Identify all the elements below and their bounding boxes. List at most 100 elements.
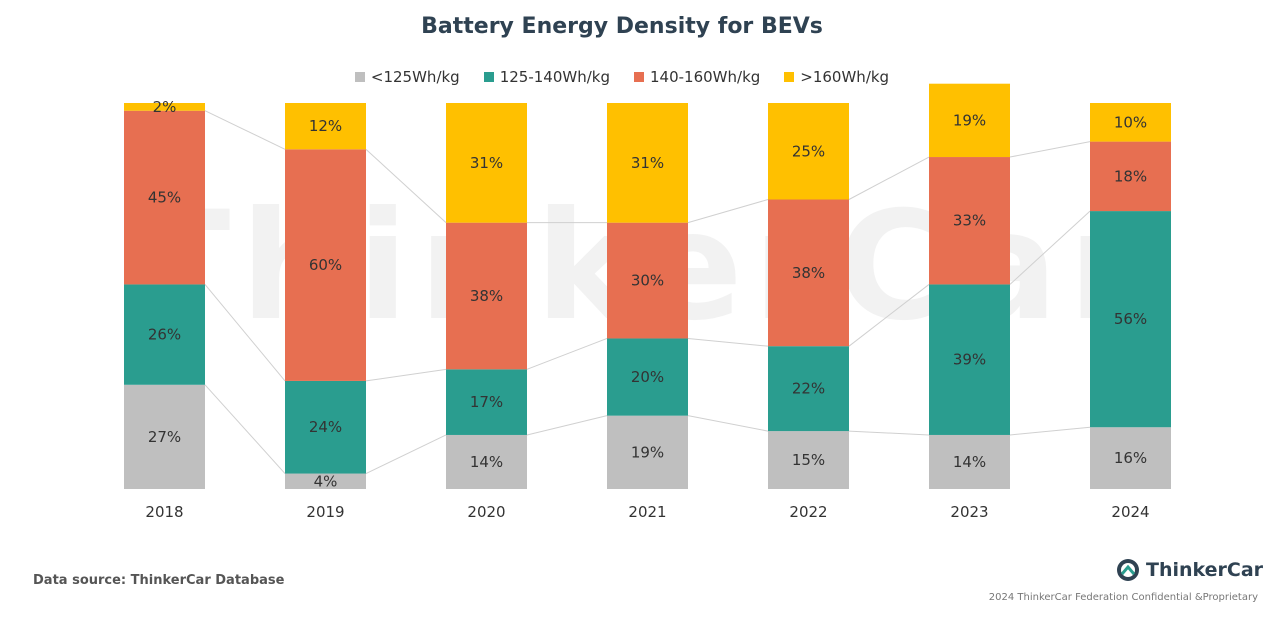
brand: ThinkerCar: [1116, 558, 1263, 582]
legend-item-140-160: 140-160Wh/kg: [634, 68, 760, 86]
data-label: 45%: [148, 189, 181, 207]
data-label: 2%: [153, 98, 177, 116]
legend-swatch-140-160: [634, 72, 644, 82]
legend-swatch-125-140: [483, 72, 494, 82]
bar-segment: [1090, 141, 1171, 212]
data-label: 12%: [309, 117, 342, 135]
bar-segment: [285, 149, 366, 381]
legend-label-140-160: 140-160Wh/kg: [650, 68, 761, 86]
data-label: 20%: [631, 368, 664, 386]
chart-title: Battery Energy Density for BEVs: [421, 14, 823, 39]
connector-line: [365, 434, 447, 475]
connector-line: [204, 384, 286, 474]
data-label: 18%: [1114, 167, 1147, 185]
bar-segment: [124, 284, 205, 385]
data-label: 27%: [148, 428, 181, 446]
bar-segment: [285, 473, 366, 489]
bar-segment: [124, 103, 205, 111]
data-label: 22%: [792, 380, 825, 398]
bar-segment: [768, 431, 849, 489]
data-label: 15%: [792, 451, 825, 469]
bar-segment: [1090, 427, 1171, 489]
data-label: 17%: [470, 393, 503, 411]
legend-item-125-140: 125-140Wh/kg: [483, 68, 610, 86]
data-label: 4%: [314, 472, 338, 490]
legend: <125Wh/kg 125-140Wh/kg 140-160Wh/kg >160…: [0, 68, 1244, 86]
data-label: 19%: [631, 443, 664, 461]
bar-segment: [607, 338, 688, 416]
bar-segment: [768, 103, 849, 200]
data-label: 19%: [953, 111, 986, 129]
connector-line: [365, 368, 447, 382]
bar-segment: [607, 222, 688, 339]
bar-segment: [124, 110, 205, 285]
legend-swatch-lt125: [354, 72, 365, 82]
connector-line: [687, 415, 769, 432]
legend-label-gt160: >160Wh/kg: [800, 68, 890, 86]
x-tick-label: 2019: [306, 503, 344, 521]
data-label: 26%: [148, 326, 181, 344]
data-label: 30%: [631, 272, 664, 290]
data-source-note: Data source: ThinkerCar Database: [33, 573, 285, 588]
bar-segment: [1090, 103, 1171, 142]
bar-segment: [929, 83, 1010, 158]
data-label: 38%: [792, 264, 825, 282]
thinkercar-logo-icon: [1117, 559, 1139, 581]
x-tick-label: 2023: [950, 503, 988, 521]
connector-line: [526, 337, 608, 370]
data-label: 31%: [470, 154, 503, 172]
data-label: 38%: [470, 287, 503, 305]
x-tick-label: 2024: [1111, 503, 1149, 521]
bar-segment: [929, 157, 1010, 285]
data-label: 60%: [309, 256, 342, 274]
bar-segment: [446, 103, 527, 223]
connector-line: [848, 430, 930, 436]
brand-name: ThinkerCar: [1146, 559, 1264, 581]
connector-line: [687, 337, 769, 347]
bar-segment: [768, 346, 849, 432]
bar-segment: [446, 369, 527, 435]
bar-segment: [285, 380, 366, 474]
x-tick-label: 2020: [467, 503, 505, 521]
connector-line: [848, 156, 930, 200]
bar-segment: [929, 284, 1010, 435]
connector-line: [1009, 141, 1091, 158]
connector-line: [204, 110, 286, 150]
data-label: 24%: [309, 418, 342, 436]
copyright-note: 2024 ThinkerCar Federation Confidential …: [988, 592, 1258, 603]
bar-segment: [607, 415, 688, 489]
x-tick-label: 2022: [789, 503, 827, 521]
bar-segment: [446, 434, 527, 489]
data-label: 25%: [792, 142, 825, 160]
legend-item-lt125: <125Wh/kg: [354, 68, 460, 86]
legend-label-125-140: 125-140Wh/kg: [499, 68, 610, 86]
data-label: 16%: [1114, 449, 1147, 467]
bar-segment: [1090, 211, 1171, 428]
data-label: 14%: [953, 453, 986, 471]
data-label: 56%: [1114, 310, 1147, 328]
data-label: 14%: [470, 453, 503, 471]
connector-line: [526, 415, 608, 436]
data-label: 31%: [631, 154, 664, 172]
x-tick-label: 2021: [628, 503, 666, 521]
connector-line: [365, 148, 447, 224]
bar-segment: [285, 103, 366, 150]
bar-segment: [607, 103, 688, 223]
bar-segment: [929, 434, 1010, 489]
connector-line: [687, 199, 769, 224]
data-label: 39%: [953, 351, 986, 369]
bar-segment: [768, 199, 849, 347]
legend-label-lt125: <125Wh/kg: [370, 68, 460, 86]
bar-segment: [446, 222, 527, 370]
connector-line: [848, 284, 930, 347]
data-label: 10%: [1114, 113, 1147, 131]
x-tick-label: 2018: [145, 503, 183, 521]
connector-line: [1009, 426, 1091, 436]
connector-line: [1009, 210, 1091, 285]
legend-item-gt160: >160Wh/kg: [784, 68, 889, 86]
data-label: 33%: [953, 212, 986, 230]
legend-swatch-gt160: [784, 72, 795, 82]
bar-segment: [124, 384, 205, 489]
connector-line: [204, 284, 286, 382]
